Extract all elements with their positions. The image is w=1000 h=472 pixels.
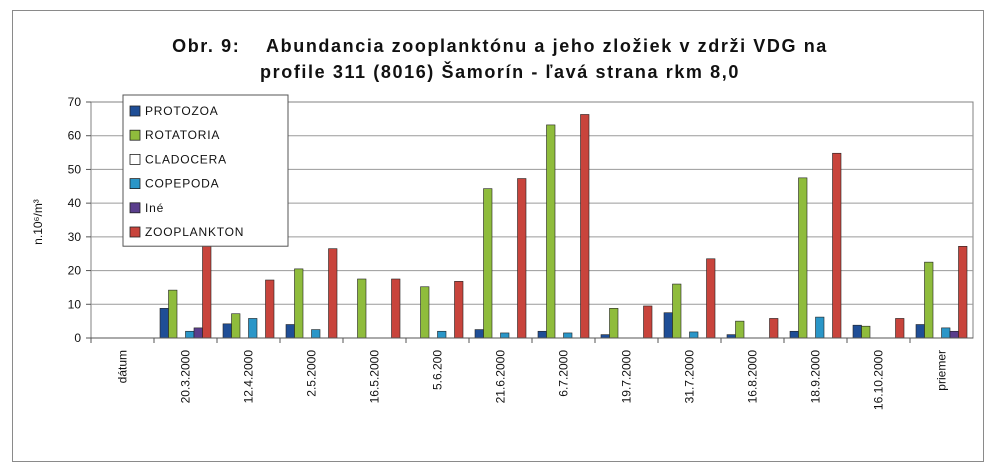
bar xyxy=(609,308,619,339)
legend: PROTOZOA ROTATORIA CLADOCERA COPEPODA Iné ZOO… xyxy=(122,94,289,247)
legend-label: PROTOZOA xyxy=(145,104,219,118)
bar xyxy=(706,258,716,339)
x-category-label: 6.7.2000 xyxy=(557,350,571,397)
x-category-label: 5.6.200 xyxy=(431,350,445,390)
y-axis-label: n.10⁶/m³ xyxy=(31,199,45,245)
legend-label: CLADOCERA xyxy=(145,152,227,166)
bar xyxy=(420,286,430,339)
bar xyxy=(474,329,484,339)
bar xyxy=(500,332,510,339)
x-category-label: 16.10.2000 xyxy=(872,350,886,410)
y-tick-label: 60 xyxy=(68,129,82,143)
bar xyxy=(202,243,212,339)
x-axis-categories: dátum 20.3.2000 12.4.2000 2.5.2000 16.5.2000… xyxy=(90,337,973,410)
legend-label: ROTATORIA xyxy=(145,128,220,142)
bar xyxy=(600,334,610,339)
bar xyxy=(185,330,195,339)
bar xyxy=(328,248,338,339)
y-tick-label: 30 xyxy=(68,230,82,244)
bar xyxy=(769,318,779,339)
bar xyxy=(689,331,699,339)
bar xyxy=(193,327,203,339)
bars xyxy=(159,114,968,339)
bar xyxy=(672,283,682,339)
bar xyxy=(789,330,799,339)
chart-title-line-1: Obr. 9: Abundancia zooplanktónu a jeho z… xyxy=(172,36,828,56)
bar xyxy=(265,279,275,339)
bar xyxy=(643,305,653,339)
bar xyxy=(832,152,842,339)
x-category-label: 16.5.2000 xyxy=(368,350,382,404)
bar xyxy=(454,281,464,339)
bar xyxy=(546,124,556,339)
x-category-label: 19.7.2000 xyxy=(620,350,634,404)
bar xyxy=(159,308,169,339)
bar xyxy=(663,312,673,339)
bar xyxy=(958,245,968,339)
bar xyxy=(294,268,304,339)
bar xyxy=(563,332,573,339)
legend-swatch xyxy=(129,226,141,238)
bar xyxy=(895,318,905,339)
bar xyxy=(168,289,178,339)
bar xyxy=(861,325,871,339)
legend-label: ZOOPLANKTON xyxy=(145,225,244,239)
bar xyxy=(726,334,736,339)
bar xyxy=(231,313,241,339)
x-category-label: 20.3.2000 xyxy=(179,350,193,404)
x-category-label: 31.7.2000 xyxy=(683,350,697,404)
y-axis-ticks: 0 10 20 30 40 50 60 70 xyxy=(68,95,91,345)
y-tick-label: 10 xyxy=(68,297,82,311)
bar xyxy=(924,261,934,339)
bar xyxy=(852,324,862,339)
bar xyxy=(949,330,959,339)
bar xyxy=(941,327,951,339)
bar xyxy=(437,330,447,339)
bar xyxy=(285,324,295,339)
bar xyxy=(357,278,367,339)
y-tick-label: 70 xyxy=(68,95,82,109)
legend-swatch xyxy=(129,105,141,117)
bar xyxy=(483,188,493,339)
legend-label: COPEPODA xyxy=(145,177,219,191)
bar xyxy=(391,278,401,339)
bar xyxy=(735,320,745,339)
legend-box xyxy=(122,94,289,247)
x-category-label: 2.5.2000 xyxy=(305,350,319,397)
x-category-label: 21.6.2000 xyxy=(494,350,508,404)
bar xyxy=(580,114,590,339)
bar xyxy=(537,330,547,339)
legend-swatch xyxy=(129,202,141,214)
legend-swatch xyxy=(129,153,141,165)
bar xyxy=(915,324,925,339)
x-category-label: 18.9.2000 xyxy=(809,350,823,404)
bar xyxy=(815,316,825,339)
y-tick-label: 40 xyxy=(68,196,82,210)
y-tick-label: 20 xyxy=(68,264,82,278)
bar xyxy=(222,323,232,339)
x-category-label: priemer xyxy=(935,350,949,391)
bar xyxy=(311,329,321,339)
x-category-label: 16.8.2000 xyxy=(746,350,760,404)
x-category-label: dátum xyxy=(116,350,130,383)
bar xyxy=(798,177,808,339)
legend-swatch xyxy=(129,178,141,190)
chart-title-line-2: profile 311 (8016) Šamorín - ľavá strana… xyxy=(260,62,740,82)
bar xyxy=(248,318,258,339)
y-tick-label: 50 xyxy=(68,162,82,176)
legend-swatch xyxy=(129,129,141,141)
legend-label: Iné xyxy=(145,201,164,215)
y-tick-label: 0 xyxy=(74,331,81,345)
bar xyxy=(517,178,527,339)
x-category-label: 12.4.2000 xyxy=(242,350,256,404)
